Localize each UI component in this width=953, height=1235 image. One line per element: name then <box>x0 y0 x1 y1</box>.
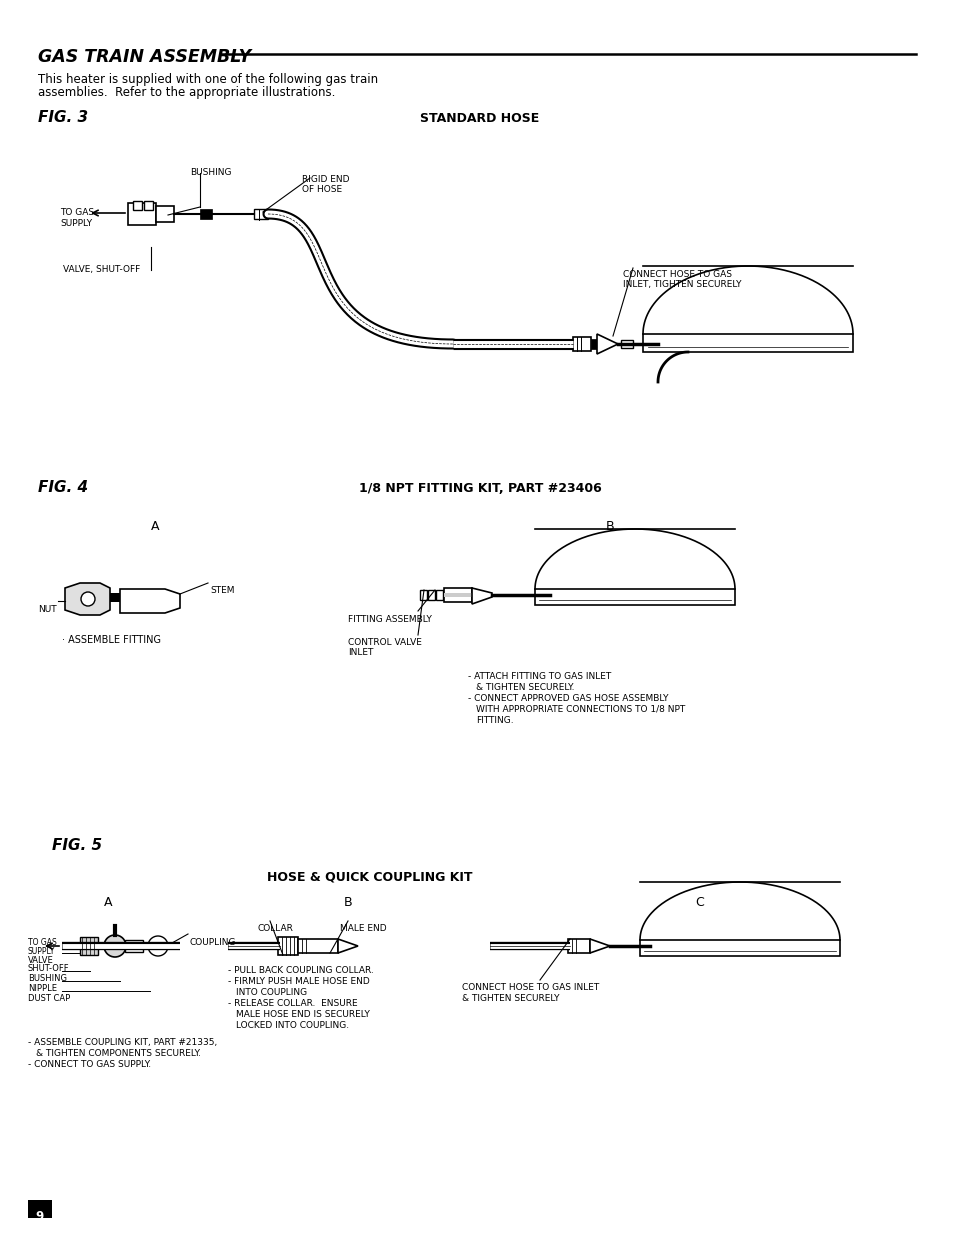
Text: - ATTACH FITTING TO GAS INLET: - ATTACH FITTING TO GAS INLET <box>468 672 611 680</box>
Text: FIG. 5: FIG. 5 <box>52 839 102 853</box>
Text: VALVE, SHUT-OFF: VALVE, SHUT-OFF <box>63 266 140 274</box>
Text: - PULL BACK COUPLING COLLAR.: - PULL BACK COUPLING COLLAR. <box>228 966 374 974</box>
Text: CONNECT HOSE TO GAS: CONNECT HOSE TO GAS <box>622 270 731 279</box>
Bar <box>567 939 589 953</box>
Text: This heater is supplied with one of the following gas train: This heater is supplied with one of the … <box>38 73 377 86</box>
Bar <box>620 340 633 348</box>
Text: CONNECT HOSE TO GAS INLET: CONNECT HOSE TO GAS INLET <box>461 983 598 992</box>
Text: & TIGHTEN COMPONENTS SECURELY.: & TIGHTEN COMPONENTS SECURELY. <box>36 1049 201 1058</box>
Text: 9: 9 <box>36 1210 44 1223</box>
Bar <box>419 590 427 600</box>
Text: A: A <box>151 520 159 534</box>
Text: CONTROL VALVE: CONTROL VALVE <box>348 638 421 647</box>
Polygon shape <box>65 583 110 615</box>
Text: GAS TRAIN ASSEMBLY: GAS TRAIN ASSEMBLY <box>38 48 251 65</box>
Bar <box>428 590 435 600</box>
Text: SUPPLY: SUPPLY <box>60 219 92 228</box>
Bar <box>277 937 297 955</box>
Bar <box>443 593 472 597</box>
Text: MALE HOSE END IS SECURELY: MALE HOSE END IS SECURELY <box>235 1010 370 1019</box>
Text: - FIRMLY PUSH MALE HOSE END: - FIRMLY PUSH MALE HOSE END <box>228 977 370 986</box>
Text: - ASSEMBLE COUPLING KIT, PART #21335,: - ASSEMBLE COUPLING KIT, PART #21335, <box>28 1037 217 1047</box>
Text: - CONNECT APPROVED GAS HOSE ASSEMBLY: - CONNECT APPROVED GAS HOSE ASSEMBLY <box>468 694 668 703</box>
Text: FIG. 4: FIG. 4 <box>38 480 88 495</box>
Text: TO GAS: TO GAS <box>28 939 56 947</box>
Text: FITTING ASSEMBLY: FITTING ASSEMBLY <box>348 615 432 624</box>
Text: 1/8 NPT FITTING KIT, PART #23406: 1/8 NPT FITTING KIT, PART #23406 <box>358 482 600 495</box>
Bar <box>443 588 472 601</box>
Bar <box>253 209 268 219</box>
Bar <box>125 940 143 952</box>
Bar <box>573 337 590 351</box>
Text: B: B <box>605 520 614 534</box>
Text: B: B <box>343 897 352 909</box>
Bar <box>156 206 173 222</box>
Bar <box>132 201 142 210</box>
Text: FIG. 3: FIG. 3 <box>38 110 88 125</box>
Text: STANDARD HOSE: STANDARD HOSE <box>420 112 539 125</box>
Bar <box>297 939 337 953</box>
Circle shape <box>104 935 126 957</box>
Text: INLET: INLET <box>348 648 373 657</box>
Bar <box>200 209 212 219</box>
Bar <box>535 589 734 605</box>
Text: LOCKED INTO COUPLING.: LOCKED INTO COUPLING. <box>235 1021 349 1030</box>
Text: INLET, TIGHTEN SECURELY: INLET, TIGHTEN SECURELY <box>622 280 740 289</box>
Bar <box>28 1200 52 1218</box>
Text: STEM: STEM <box>210 585 234 595</box>
Text: NIPPLE: NIPPLE <box>28 984 57 993</box>
Polygon shape <box>472 588 492 604</box>
Text: BUSHING: BUSHING <box>28 974 67 983</box>
Text: · ASSEMBLE FITTING: · ASSEMBLE FITTING <box>62 635 161 645</box>
Text: OF HOSE: OF HOSE <box>302 185 342 194</box>
Text: HOSE & QUICK COUPLING KIT: HOSE & QUICK COUPLING KIT <box>267 869 473 883</box>
Bar <box>436 590 442 600</box>
Text: A: A <box>104 897 112 909</box>
Text: FITTING.: FITTING. <box>476 716 513 725</box>
Circle shape <box>81 592 95 606</box>
Text: BUSHING: BUSHING <box>190 168 232 177</box>
Polygon shape <box>589 939 609 953</box>
Text: MALE END: MALE END <box>339 924 386 932</box>
Text: - CONNECT TO GAS SUPPLY.: - CONNECT TO GAS SUPPLY. <box>28 1060 151 1070</box>
Bar <box>128 203 156 225</box>
Bar <box>110 593 120 601</box>
Text: SHUT-OFF: SHUT-OFF <box>28 965 70 973</box>
Polygon shape <box>337 939 357 953</box>
Text: & TIGHTEN SECURELY: & TIGHTEN SECURELY <box>461 994 558 1003</box>
Text: WITH APPROPRIATE CONNECTIONS TO 1/8 NPT: WITH APPROPRIATE CONNECTIONS TO 1/8 NPT <box>476 705 684 714</box>
Bar <box>639 940 840 956</box>
Text: INTO COUPLING: INTO COUPLING <box>235 988 307 997</box>
Text: & TIGHTEN SECURELY.: & TIGHTEN SECURELY. <box>476 683 574 692</box>
Circle shape <box>148 936 168 956</box>
Text: VALVE: VALVE <box>28 956 53 965</box>
Text: - RELEASE COLLAR.  ENSURE: - RELEASE COLLAR. ENSURE <box>228 999 357 1008</box>
Text: NUT: NUT <box>38 605 56 614</box>
Bar <box>144 201 152 210</box>
Text: DUST CAP: DUST CAP <box>28 994 71 1003</box>
Text: COLLAR: COLLAR <box>257 924 294 932</box>
Text: SUPPLY: SUPPLY <box>28 947 55 956</box>
Text: TO GAS: TO GAS <box>60 207 94 217</box>
Bar <box>80 937 98 955</box>
Polygon shape <box>597 333 618 354</box>
Text: assemblies.  Refer to the appropriate illustrations.: assemblies. Refer to the appropriate ill… <box>38 86 335 99</box>
Polygon shape <box>120 589 180 613</box>
Text: RIGID END: RIGID END <box>302 175 349 184</box>
Text: C: C <box>695 897 703 909</box>
Text: COUPLING: COUPLING <box>190 939 236 947</box>
Bar <box>642 333 852 352</box>
Bar <box>590 338 597 350</box>
